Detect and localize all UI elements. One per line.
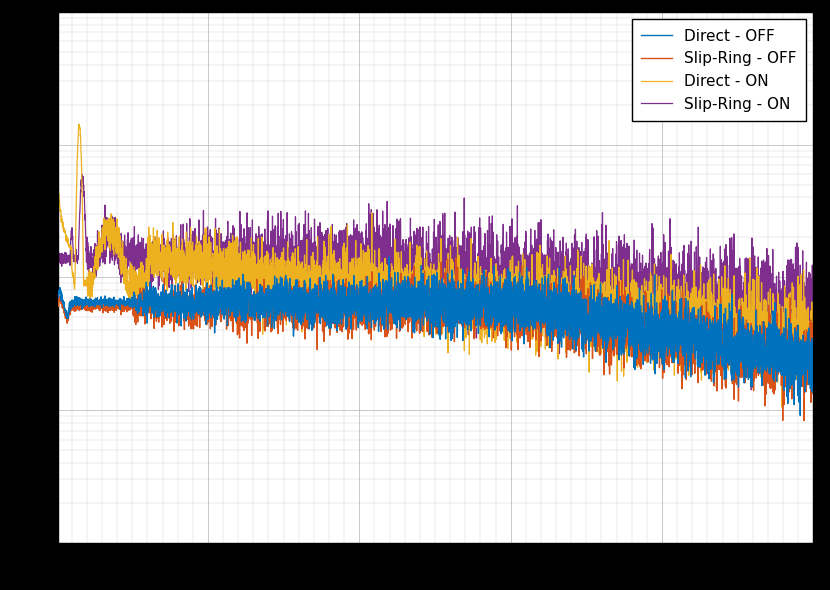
Direct - ON bbox=[342, 296, 352, 303]
Direct - ON bbox=[53, 192, 63, 199]
Direct - ON bbox=[808, 327, 818, 335]
Line: Slip-Ring - OFF: Slip-Ring - OFF bbox=[58, 258, 813, 421]
Direct - OFF bbox=[795, 412, 805, 419]
Direct - ON bbox=[777, 404, 787, 411]
Line: Direct - OFF: Direct - OFF bbox=[58, 257, 813, 415]
Direct - OFF bbox=[617, 333, 627, 340]
Slip-Ring - OFF bbox=[544, 322, 554, 329]
Direct - OFF bbox=[808, 344, 818, 351]
Slip-Ring - ON bbox=[77, 171, 87, 178]
Slip-Ring - ON bbox=[746, 386, 756, 394]
Slip-Ring - OFF bbox=[451, 254, 461, 261]
Direct - OFF bbox=[506, 280, 516, 287]
Slip-Ring - OFF bbox=[808, 379, 818, 386]
Line: Slip-Ring - ON: Slip-Ring - ON bbox=[58, 174, 813, 390]
Direct - ON bbox=[506, 283, 516, 290]
Slip-Ring - ON bbox=[544, 261, 554, 268]
Slip-Ring - ON bbox=[190, 255, 200, 263]
Slip-Ring - OFF bbox=[506, 290, 516, 297]
Slip-Ring - ON bbox=[506, 257, 516, 264]
Slip-Ring - ON bbox=[342, 234, 352, 241]
Slip-Ring - ON bbox=[674, 283, 684, 290]
Slip-Ring - ON bbox=[617, 294, 627, 301]
Direct - OFF bbox=[384, 254, 394, 261]
Direct - ON bbox=[674, 330, 684, 337]
Line: Direct - ON: Direct - ON bbox=[58, 124, 813, 407]
Direct - ON bbox=[544, 284, 554, 291]
Slip-Ring - ON bbox=[808, 291, 818, 298]
Direct - ON bbox=[617, 304, 627, 312]
Slip-Ring - ON bbox=[53, 258, 63, 265]
Slip-Ring - OFF bbox=[799, 417, 809, 424]
Slip-Ring - OFF bbox=[617, 278, 627, 285]
Direct - OFF bbox=[342, 303, 352, 310]
Direct - OFF bbox=[190, 296, 200, 303]
Slip-Ring - OFF bbox=[674, 362, 684, 369]
Direct - OFF bbox=[53, 289, 63, 296]
Direct - OFF bbox=[544, 333, 554, 340]
Slip-Ring - OFF bbox=[190, 281, 200, 289]
Slip-Ring - OFF bbox=[342, 291, 352, 298]
Slip-Ring - OFF bbox=[53, 294, 63, 301]
Direct - ON bbox=[190, 267, 200, 274]
Direct - ON bbox=[74, 120, 84, 127]
Legend: Direct - OFF, Slip-Ring - OFF, Direct - ON, Slip-Ring - ON: Direct - OFF, Slip-Ring - OFF, Direct - … bbox=[632, 19, 806, 121]
Direct - OFF bbox=[674, 308, 684, 315]
